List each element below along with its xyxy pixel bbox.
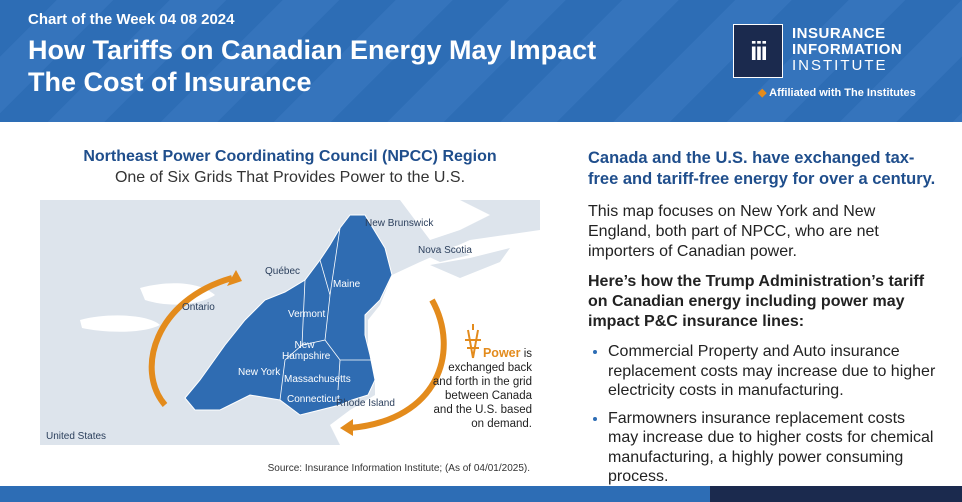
map-label: Massachusetts <box>284 374 351 385</box>
pylon-icon <box>465 324 481 359</box>
map-title: Northeast Power Coordinating Council (NP… <box>83 148 497 165</box>
logo-line: INFORMATION <box>792 41 903 58</box>
logo-line: INSURANCE <box>792 25 886 42</box>
map-label: Québec <box>265 266 301 277</box>
npcc-region <box>184 214 393 416</box>
arrow-head <box>227 270 242 286</box>
title-line: The Cost of Insurance <box>28 67 312 97</box>
power-highlight: Power <box>482 346 521 360</box>
great-lakes <box>80 283 215 332</box>
footer-band <box>710 486 962 502</box>
map-label: Rhode Island <box>336 398 395 409</box>
power-text: is exchanged back and forth in the grid … <box>432 348 532 430</box>
map-label: United States <box>46 431 107 442</box>
affiliation-text: Affiliated with The Institutes <box>769 87 916 99</box>
map-label: Connecticut <box>287 394 340 405</box>
logo-mark: iii <box>733 24 783 78</box>
map-label: New York <box>238 367 281 378</box>
affil-icon: ◆ <box>758 87 767 99</box>
map-subtitle: One of Six Grids That Provides Power to … <box>114 169 466 186</box>
arrow-head <box>340 419 353 436</box>
ocean <box>330 230 540 445</box>
title: How Tariffs on Canadian Energy May Impac… <box>28 34 596 98</box>
kicker: Chart of the Week 04 08 2024 <box>28 11 235 28</box>
flow-arrow <box>148 275 233 407</box>
map-label: New Hampshire <box>282 340 331 362</box>
logo-name: INSURANCE INFORMATION INSTITUTE <box>792 26 902 74</box>
map <box>40 200 540 445</box>
footer-band <box>0 486 710 502</box>
panel-subheading: Here’s how the Trump Administration’s ta… <box>588 273 925 330</box>
text-panel: Canada and the U.S. have exchanged tax-f… <box>588 148 938 495</box>
bullet-list: Commercial Property and Auto insurance r… <box>588 342 938 487</box>
bullet: Farmowners insurance replacement costs m… <box>608 409 938 487</box>
nova-scotia-land <box>410 242 510 278</box>
header-band <box>0 0 962 122</box>
logo-line: INSTITUTE <box>792 57 888 74</box>
power-note: Power is exchanged back and forth in the… <box>432 346 532 431</box>
panel-heading: Canada and the U.S. have exchanged tax-f… <box>588 149 936 188</box>
map-label: Vermont <box>288 309 326 320</box>
title-line: How Tariffs on Canadian Energy May Impac… <box>28 35 597 65</box>
source: Source: Insurance Information Institute;… <box>267 463 530 474</box>
map-label: New Brunswick <box>365 218 434 229</box>
flow-arrow <box>349 298 447 431</box>
panel-paragraph: This map focuses on New York and New Eng… <box>588 203 879 260</box>
bullet: Commercial Property and Auto insurance r… <box>608 342 938 401</box>
map-label: Nova Scotia <box>418 245 472 256</box>
state-borders <box>279 227 375 401</box>
map-label: Ontario <box>182 302 215 313</box>
map-label: Maine <box>333 279 361 290</box>
affiliation: ◆ Affiliated with The Institutes <box>758 86 916 99</box>
